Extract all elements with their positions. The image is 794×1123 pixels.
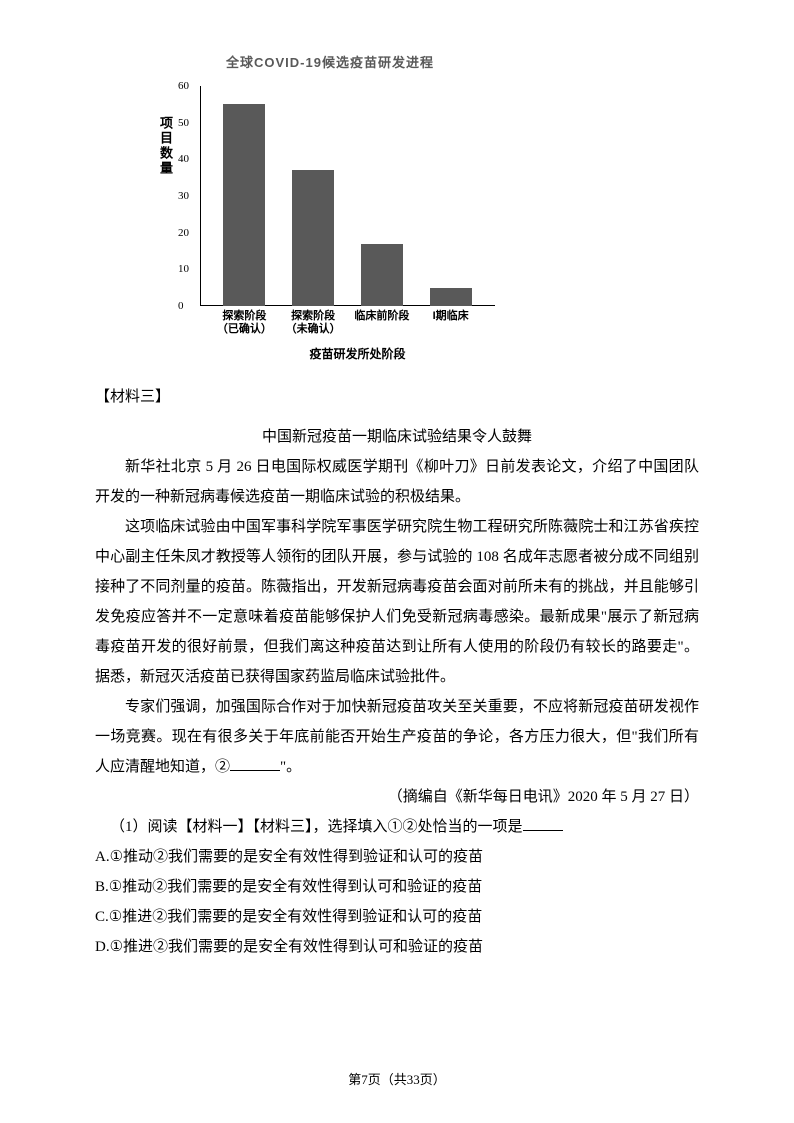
chart-area: 项目数量 60 50 40 30 20 10 0 探索阶段（已确认） 探索阶段（… [200, 86, 515, 336]
bar-1 [292, 170, 334, 306]
bar-3 [430, 288, 472, 306]
x-axis-label: 疫苗研发所处阶段 [200, 342, 515, 366]
bar-2 [361, 244, 403, 306]
chart-container: 全球COVID-19候选疫苗研发进程 项目数量 60 50 40 30 20 1… [145, 50, 515, 366]
y-tick-50: 50 [178, 112, 189, 134]
x-label-3: I期临床 [421, 310, 481, 336]
blank-2 [230, 770, 280, 771]
bar-group-0 [214, 104, 274, 306]
section-label: 【材料三】 [95, 382, 699, 412]
paragraph-0: 新华社北京 5 月 26 日电国际权威医学期刊《柳叶刀》日前发表论文，介绍了中国… [95, 452, 699, 512]
y-tick-20: 20 [178, 222, 189, 244]
x-label-0: 探索阶段（已确认） [214, 310, 274, 336]
bar-group-3 [421, 288, 481, 306]
question-blank [523, 830, 563, 831]
x-labels: 探索阶段（已确认） 探索阶段（未确认） 临床前阶段 I期临床 [200, 310, 495, 336]
option-a: A.①推动②我们需要的是安全有效性得到验证和认可的疫苗 [95, 842, 699, 872]
question-stem: （1）阅读【材料一】【材料三】，选择填入①②处恰当的一项是 [110, 819, 523, 835]
page-footer: 第7页（共33页） [0, 1067, 794, 1093]
option-b: B.①推动②我们需要的是安全有效性得到认可和验证的疫苗 [95, 872, 699, 902]
y-tick-40: 40 [178, 148, 189, 170]
y-tick-0: 0 [178, 295, 184, 317]
option-d: D.①推进②我们需要的是安全有效性得到认可和验证的疫苗 [95, 932, 699, 962]
y-tick-30: 30 [178, 185, 189, 207]
bar-group-2 [352, 244, 412, 306]
paragraph-1: 这项临床试验由中国军事科学院军事医学研究院生物工程研究所陈薇院士和江苏省疾控中心… [95, 512, 699, 692]
y-axis-label: 项目数量 [152, 116, 178, 176]
x-label-2: 临床前阶段 [352, 310, 412, 336]
bar-group-1 [283, 170, 343, 306]
y-tick-10: 10 [178, 258, 189, 280]
citation: （摘编自《新华每日电讯》2020 年 5 月 27 日） [95, 782, 699, 812]
y-tick-60: 60 [178, 75, 189, 97]
bars [200, 86, 495, 306]
question-text: （1）阅读【材料一】【材料三】，选择填入①②处恰当的一项是 [95, 812, 699, 842]
paragraph-2: 专家们强调，加强国际合作对于加快新冠疫苗攻关至关重要，不应将新冠疫苗研发视作一场… [95, 692, 699, 782]
option-c: C.①推进②我们需要的是安全有效性得到验证和认可的疫苗 [95, 902, 699, 932]
article-title: 中国新冠疫苗一期临床试验结果令人鼓舞 [95, 422, 699, 452]
chart-title: 全球COVID-19候选疫苗研发进程 [145, 50, 515, 76]
x-label-1: 探索阶段（未确认） [283, 310, 343, 336]
bar-0 [223, 104, 265, 306]
